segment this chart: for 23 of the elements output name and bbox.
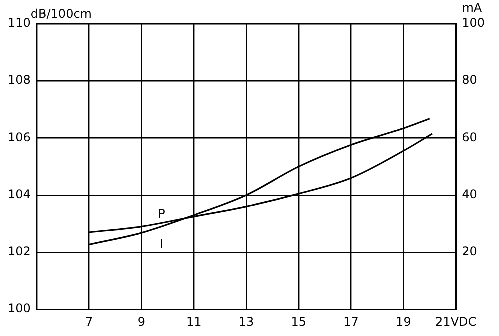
y-tick-label: 104 xyxy=(8,187,31,202)
y-tick-label: 100 xyxy=(8,302,31,316)
y2-tick-label: 20 xyxy=(462,244,478,259)
x-tick-label: 11 xyxy=(186,314,202,329)
x-tick-label: 9 xyxy=(138,314,146,329)
series-label: I xyxy=(160,237,164,252)
x-tick-label: 17 xyxy=(344,314,359,329)
y2-tick-label: 100 xyxy=(462,16,485,30)
y-tick-label: 102 xyxy=(8,244,31,259)
x-tick-label: 21VDC xyxy=(436,314,477,329)
y-axis-title: dB/100cm xyxy=(30,7,92,22)
x-tick-label: 19 xyxy=(396,314,412,329)
y2-tick-label: 40 xyxy=(462,187,478,202)
y-tick-label: 106 xyxy=(8,130,31,144)
y-tick-label: 110 xyxy=(8,16,31,30)
y2-tick-label: 80 xyxy=(462,73,478,88)
x-tick-label: 15 xyxy=(291,314,307,329)
series-label: P xyxy=(158,206,166,221)
y2-tick-label: 60 xyxy=(462,130,478,144)
x-tick-label: 7 xyxy=(85,314,94,329)
y2-axis-title: mA xyxy=(462,1,483,16)
y-tick-label: 108 xyxy=(8,73,31,88)
x-tick-label: 13 xyxy=(238,314,254,329)
